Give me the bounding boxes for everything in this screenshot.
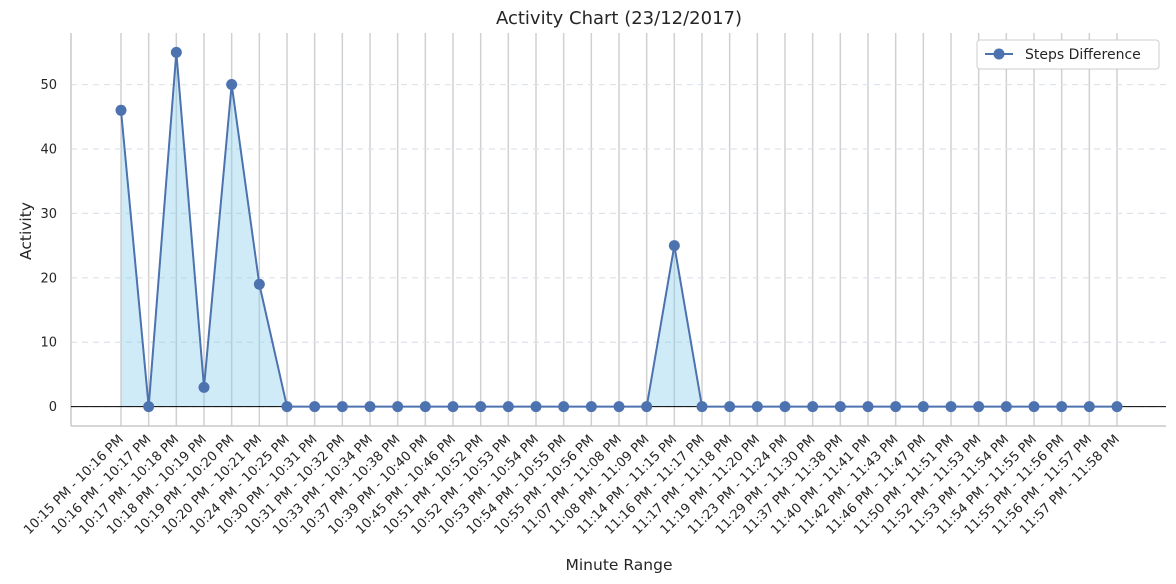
data-point bbox=[198, 381, 210, 393]
data-point bbox=[1028, 401, 1040, 413]
y-tick-label: 20 bbox=[40, 271, 57, 286]
y-tick-label: 40 bbox=[40, 142, 57, 157]
data-point bbox=[558, 401, 570, 413]
chart-title: Activity Chart (23/12/2017) bbox=[496, 8, 742, 29]
data-point bbox=[834, 401, 846, 413]
data-point bbox=[890, 401, 902, 413]
data-point bbox=[1083, 401, 1095, 413]
data-point bbox=[392, 401, 404, 413]
data-point bbox=[613, 401, 625, 413]
data-point bbox=[696, 401, 708, 413]
data-point bbox=[1111, 401, 1123, 413]
legend-label: Steps Difference bbox=[1025, 47, 1141, 63]
legend: Steps Difference bbox=[976, 39, 1160, 70]
data-point bbox=[1000, 401, 1012, 413]
legend-marker-swatch bbox=[993, 48, 1005, 60]
data-point bbox=[917, 401, 929, 413]
y-tick-label: 50 bbox=[40, 78, 57, 93]
area-fill bbox=[121, 52, 1117, 407]
data-point bbox=[724, 401, 736, 413]
data-point bbox=[475, 401, 487, 413]
series-layer bbox=[115, 46, 1123, 413]
data-point bbox=[115, 104, 127, 116]
y-tick-label: 10 bbox=[40, 336, 57, 351]
data-point bbox=[419, 401, 431, 413]
data-point bbox=[585, 401, 597, 413]
data-point bbox=[170, 46, 182, 58]
data-point bbox=[641, 401, 653, 413]
data-point bbox=[779, 401, 791, 413]
data-point bbox=[336, 401, 348, 413]
data-point bbox=[1056, 401, 1068, 413]
data-point bbox=[143, 401, 155, 413]
area-fill-layer bbox=[121, 52, 1117, 407]
data-point bbox=[253, 278, 265, 290]
y-tick-label: 0 bbox=[49, 400, 57, 415]
data-point bbox=[502, 401, 514, 413]
data-point bbox=[281, 401, 293, 413]
data-point bbox=[945, 401, 957, 413]
data-point bbox=[530, 401, 542, 413]
data-point bbox=[364, 401, 376, 413]
x-axis-label: Minute Range bbox=[566, 556, 673, 574]
data-point bbox=[309, 401, 321, 413]
y-tick-label: 30 bbox=[40, 207, 57, 222]
data-point bbox=[447, 401, 459, 413]
data-point bbox=[807, 401, 819, 413]
data-point bbox=[862, 401, 874, 413]
data-point bbox=[973, 401, 985, 413]
grid-layer bbox=[71, 33, 1166, 426]
data-point bbox=[751, 401, 763, 413]
data-point bbox=[226, 79, 238, 91]
y-axis-label: Activity bbox=[17, 202, 35, 260]
data-point bbox=[668, 240, 680, 252]
legend-box bbox=[976, 39, 1160, 70]
